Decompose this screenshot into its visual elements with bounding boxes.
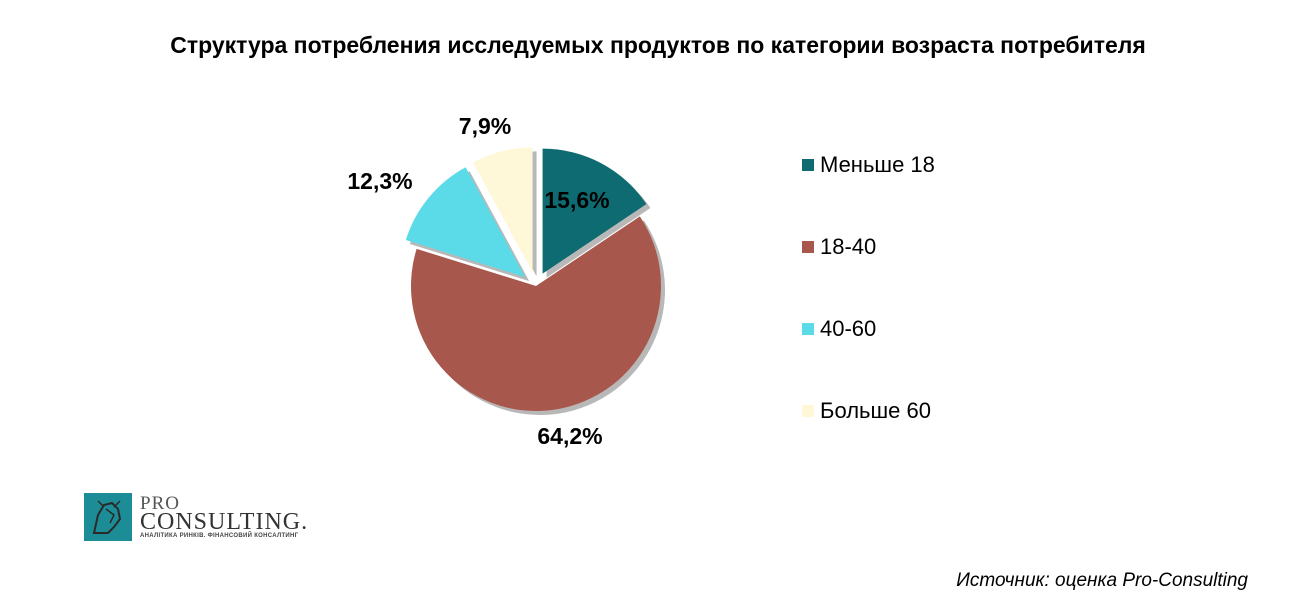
logo-mark-icon xyxy=(84,493,132,541)
data-label-4: 7,9% xyxy=(459,113,511,139)
legend-label: Меньше 18 xyxy=(820,152,935,177)
legend-label: 18-40 xyxy=(820,234,877,259)
data-label-3: 12,3% xyxy=(347,168,412,194)
pie-slice-3 xyxy=(405,167,526,278)
legend-item-1: Меньше 18 xyxy=(802,150,935,180)
legend-swatch xyxy=(802,159,814,171)
data-label-1: 15,6% xyxy=(544,187,609,213)
legend-label: Больше 60 xyxy=(820,398,931,423)
legend-label: 40-60 xyxy=(820,316,877,341)
legend-item-3: 40-60 xyxy=(802,314,876,344)
chart-title: Структура потребления исследуемых продук… xyxy=(170,32,1146,58)
pie-slice-4 xyxy=(473,147,533,273)
pro-consulting-logo: PRO CONSULTING. АНАЛІТИКА РИНКІВ. ФІНАНС… xyxy=(84,493,324,545)
legend-swatch xyxy=(802,405,814,417)
legend-swatch xyxy=(802,241,814,253)
pie-slice-2 xyxy=(410,216,661,411)
legend-item-4: Больше 60 xyxy=(802,396,931,426)
pie-slice-1 xyxy=(542,148,647,274)
logo-consulting-text: CONSULTING. xyxy=(140,509,309,535)
data-label-2: 64,2% xyxy=(537,423,602,449)
logo-pro-text: PRO xyxy=(140,493,180,514)
legend-item-2: 18-40 xyxy=(802,232,876,262)
logo-tagline: АНАЛІТИКА РИНКІВ. ФІНАНСОВИЙ КОНСАЛТИНГ xyxy=(140,533,299,539)
legend-swatch xyxy=(802,323,814,335)
source-note: Источник: оценка Pro-Consulting xyxy=(956,570,1248,591)
